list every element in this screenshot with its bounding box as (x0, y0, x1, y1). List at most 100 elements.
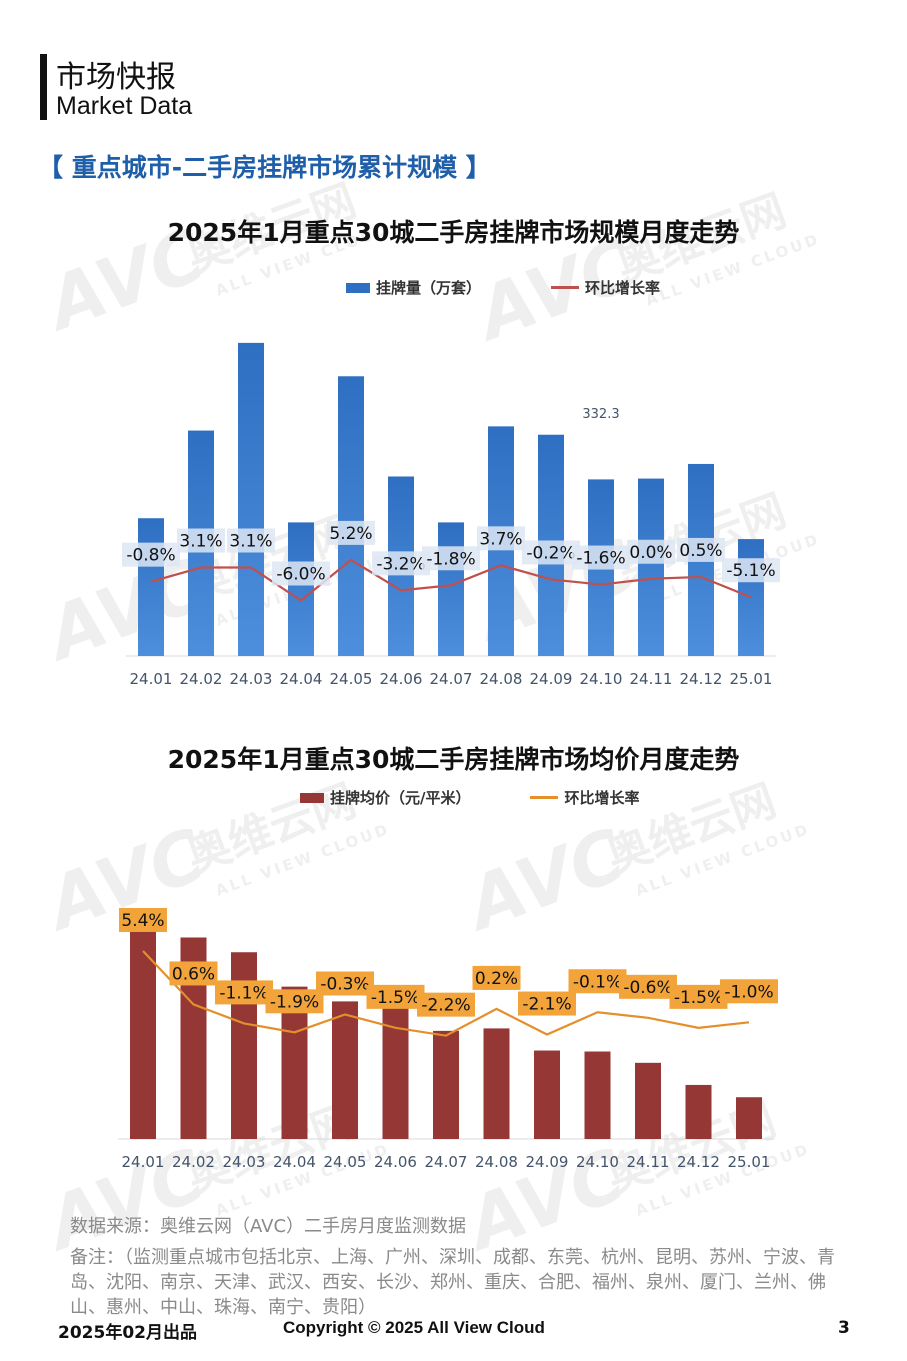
chart2-legend-bar-swatch (300, 792, 324, 803)
data-source: 数据来源：奥维云网（AVC）二手房月度监测数据 (70, 1216, 467, 1237)
growth-label: -6.0% (276, 565, 325, 585)
growth-label: -1.5% (371, 988, 420, 1008)
growth-label-bg (177, 528, 225, 553)
growth-label-bg (417, 992, 475, 1017)
x-tick-label: 24.12 (677, 1153, 720, 1171)
growth-label: -0.3% (320, 974, 369, 994)
x-tick-label: 24.03 (230, 670, 273, 688)
bar-24.11 (635, 1062, 661, 1139)
growth-label: 0.6% (172, 964, 215, 984)
x-tick-label: 24.01 (122, 1153, 165, 1171)
x-tick-label: 24.03 (223, 1153, 266, 1171)
growth-label: -2.1% (522, 995, 571, 1015)
growth-label: -1.9% (270, 992, 319, 1012)
x-tick-label: 24.09 (530, 670, 573, 688)
growth-label: -5.1% (726, 561, 775, 581)
growth-label-bg (119, 907, 167, 932)
growth-label-bg (669, 984, 728, 1009)
growth-label-bg (272, 561, 330, 586)
growth-label: -3.2% (376, 554, 425, 574)
bar-annotation: 332.3 (582, 407, 619, 422)
bar-24.10 (584, 1051, 611, 1139)
chart2-plot: 24.01 24.02 24.03 24.04 24.05 24.06 24.07 24.08… (118, 907, 778, 1171)
chart2-legend-line-swatch (530, 796, 559, 799)
bar-24.01 (130, 917, 156, 1139)
growth-label-bg (372, 551, 430, 576)
x-tick-label: 24.01 (130, 670, 173, 688)
header-accent-bar (40, 54, 47, 120)
growth-label: -0.6% (623, 978, 672, 998)
chart2-legend-bar-label: 挂牌均价（元/平米） (330, 789, 471, 807)
chart1-legend-line-label: 环比增长率 (585, 279, 661, 297)
page-subtitle: Market Data (56, 92, 193, 120)
growth-label-bg (422, 546, 480, 571)
growth-label-bg (572, 545, 630, 570)
bar-24.07 (433, 1030, 459, 1139)
chart2-legend: 挂牌均价（元/平米） 环比增长率 (300, 787, 640, 808)
bar-24.03 (238, 342, 264, 656)
x-tick-label: 24.05 (324, 1153, 367, 1171)
x-tick-label: 24.08 (475, 1153, 518, 1171)
growth-label: 3.1% (229, 532, 272, 552)
growth-rate-line (150, 558, 752, 602)
chart2-legend-line-label: 环比增长率 (564, 789, 640, 807)
growth-label: 3.7% (479, 529, 522, 549)
x-tick-label: 24.04 (280, 670, 323, 688)
growth-label-bg (720, 979, 778, 1004)
x-tick-label: 24.06 (380, 670, 423, 688)
growth-label-bg (265, 989, 324, 1014)
x-tick-label: 24.12 (680, 670, 723, 688)
growth-label: -0.8% (126, 546, 175, 566)
growth-label-bg (522, 540, 580, 565)
growth-label: -1.8% (426, 549, 475, 569)
bar-24.08 (483, 1028, 510, 1139)
growth-label-bg (169, 961, 218, 986)
growth-label: 5.2% (329, 524, 372, 544)
chart1-legend-bar-label: 挂牌量（万套） (376, 279, 482, 297)
x-tick-label: 24.09 (526, 1153, 569, 1171)
bar-24.05 (338, 376, 364, 656)
growth-label-bg (366, 984, 425, 1009)
bar-24.01 (138, 518, 164, 656)
chart1-plot: 24.01 24.02 24.03 24.04 24.05 24.06 24.07 24.08… (122, 342, 780, 688)
x-tick-label: 24.08 (480, 670, 523, 688)
chart1-legend-line-swatch (551, 286, 580, 289)
x-tick-label: 24.02 (172, 1153, 215, 1171)
bar-24.03 (231, 952, 257, 1139)
growth-label-bg (568, 969, 627, 994)
bar-24.12 (685, 1084, 712, 1139)
growth-label: -1.6% (576, 549, 625, 569)
growth-label-bg (722, 558, 780, 583)
bar-24.09 (534, 1050, 560, 1139)
growth-label-bg (215, 980, 273, 1005)
x-tick-label: 24.11 (627, 1153, 670, 1171)
growth-label: -2.2% (421, 996, 470, 1016)
bar-25.01 (736, 1097, 762, 1139)
x-tick-label: 24.10 (576, 1153, 619, 1171)
growth-rate-line (142, 950, 750, 1037)
growth-label-bg (327, 520, 375, 545)
page-number: 3 (838, 1318, 850, 1338)
growth-label: 0.5% (679, 541, 722, 561)
growth-label: -1.1% (219, 983, 268, 1003)
growth-label-bg (227, 528, 275, 553)
growth-label: -0.2% (526, 543, 575, 563)
growth-label-bg (122, 542, 180, 567)
chart1-legend-bar-swatch (346, 282, 370, 293)
x-tick-label: 25.01 (728, 1153, 771, 1171)
growth-label-bg (518, 991, 576, 1016)
chart1-legend: 挂牌量（万套） 环比增长率 (346, 277, 660, 298)
growth-label: -1.0% (724, 982, 773, 1002)
bar-24.11 (638, 478, 664, 656)
x-tick-label: 24.04 (273, 1153, 316, 1171)
growth-label: 0.2% (475, 969, 518, 989)
x-tick-label: 24.05 (330, 670, 373, 688)
growth-label-bg (472, 965, 521, 990)
growth-label-bg (477, 526, 525, 551)
page-title: 市场快报 (56, 60, 176, 95)
bar-24.04 (288, 522, 314, 656)
x-tick-label: 24.02 (180, 670, 223, 688)
growth-label-bg (316, 971, 374, 996)
x-tick-label: 24.07 (430, 670, 473, 688)
x-tick-label: 24.07 (425, 1153, 468, 1171)
